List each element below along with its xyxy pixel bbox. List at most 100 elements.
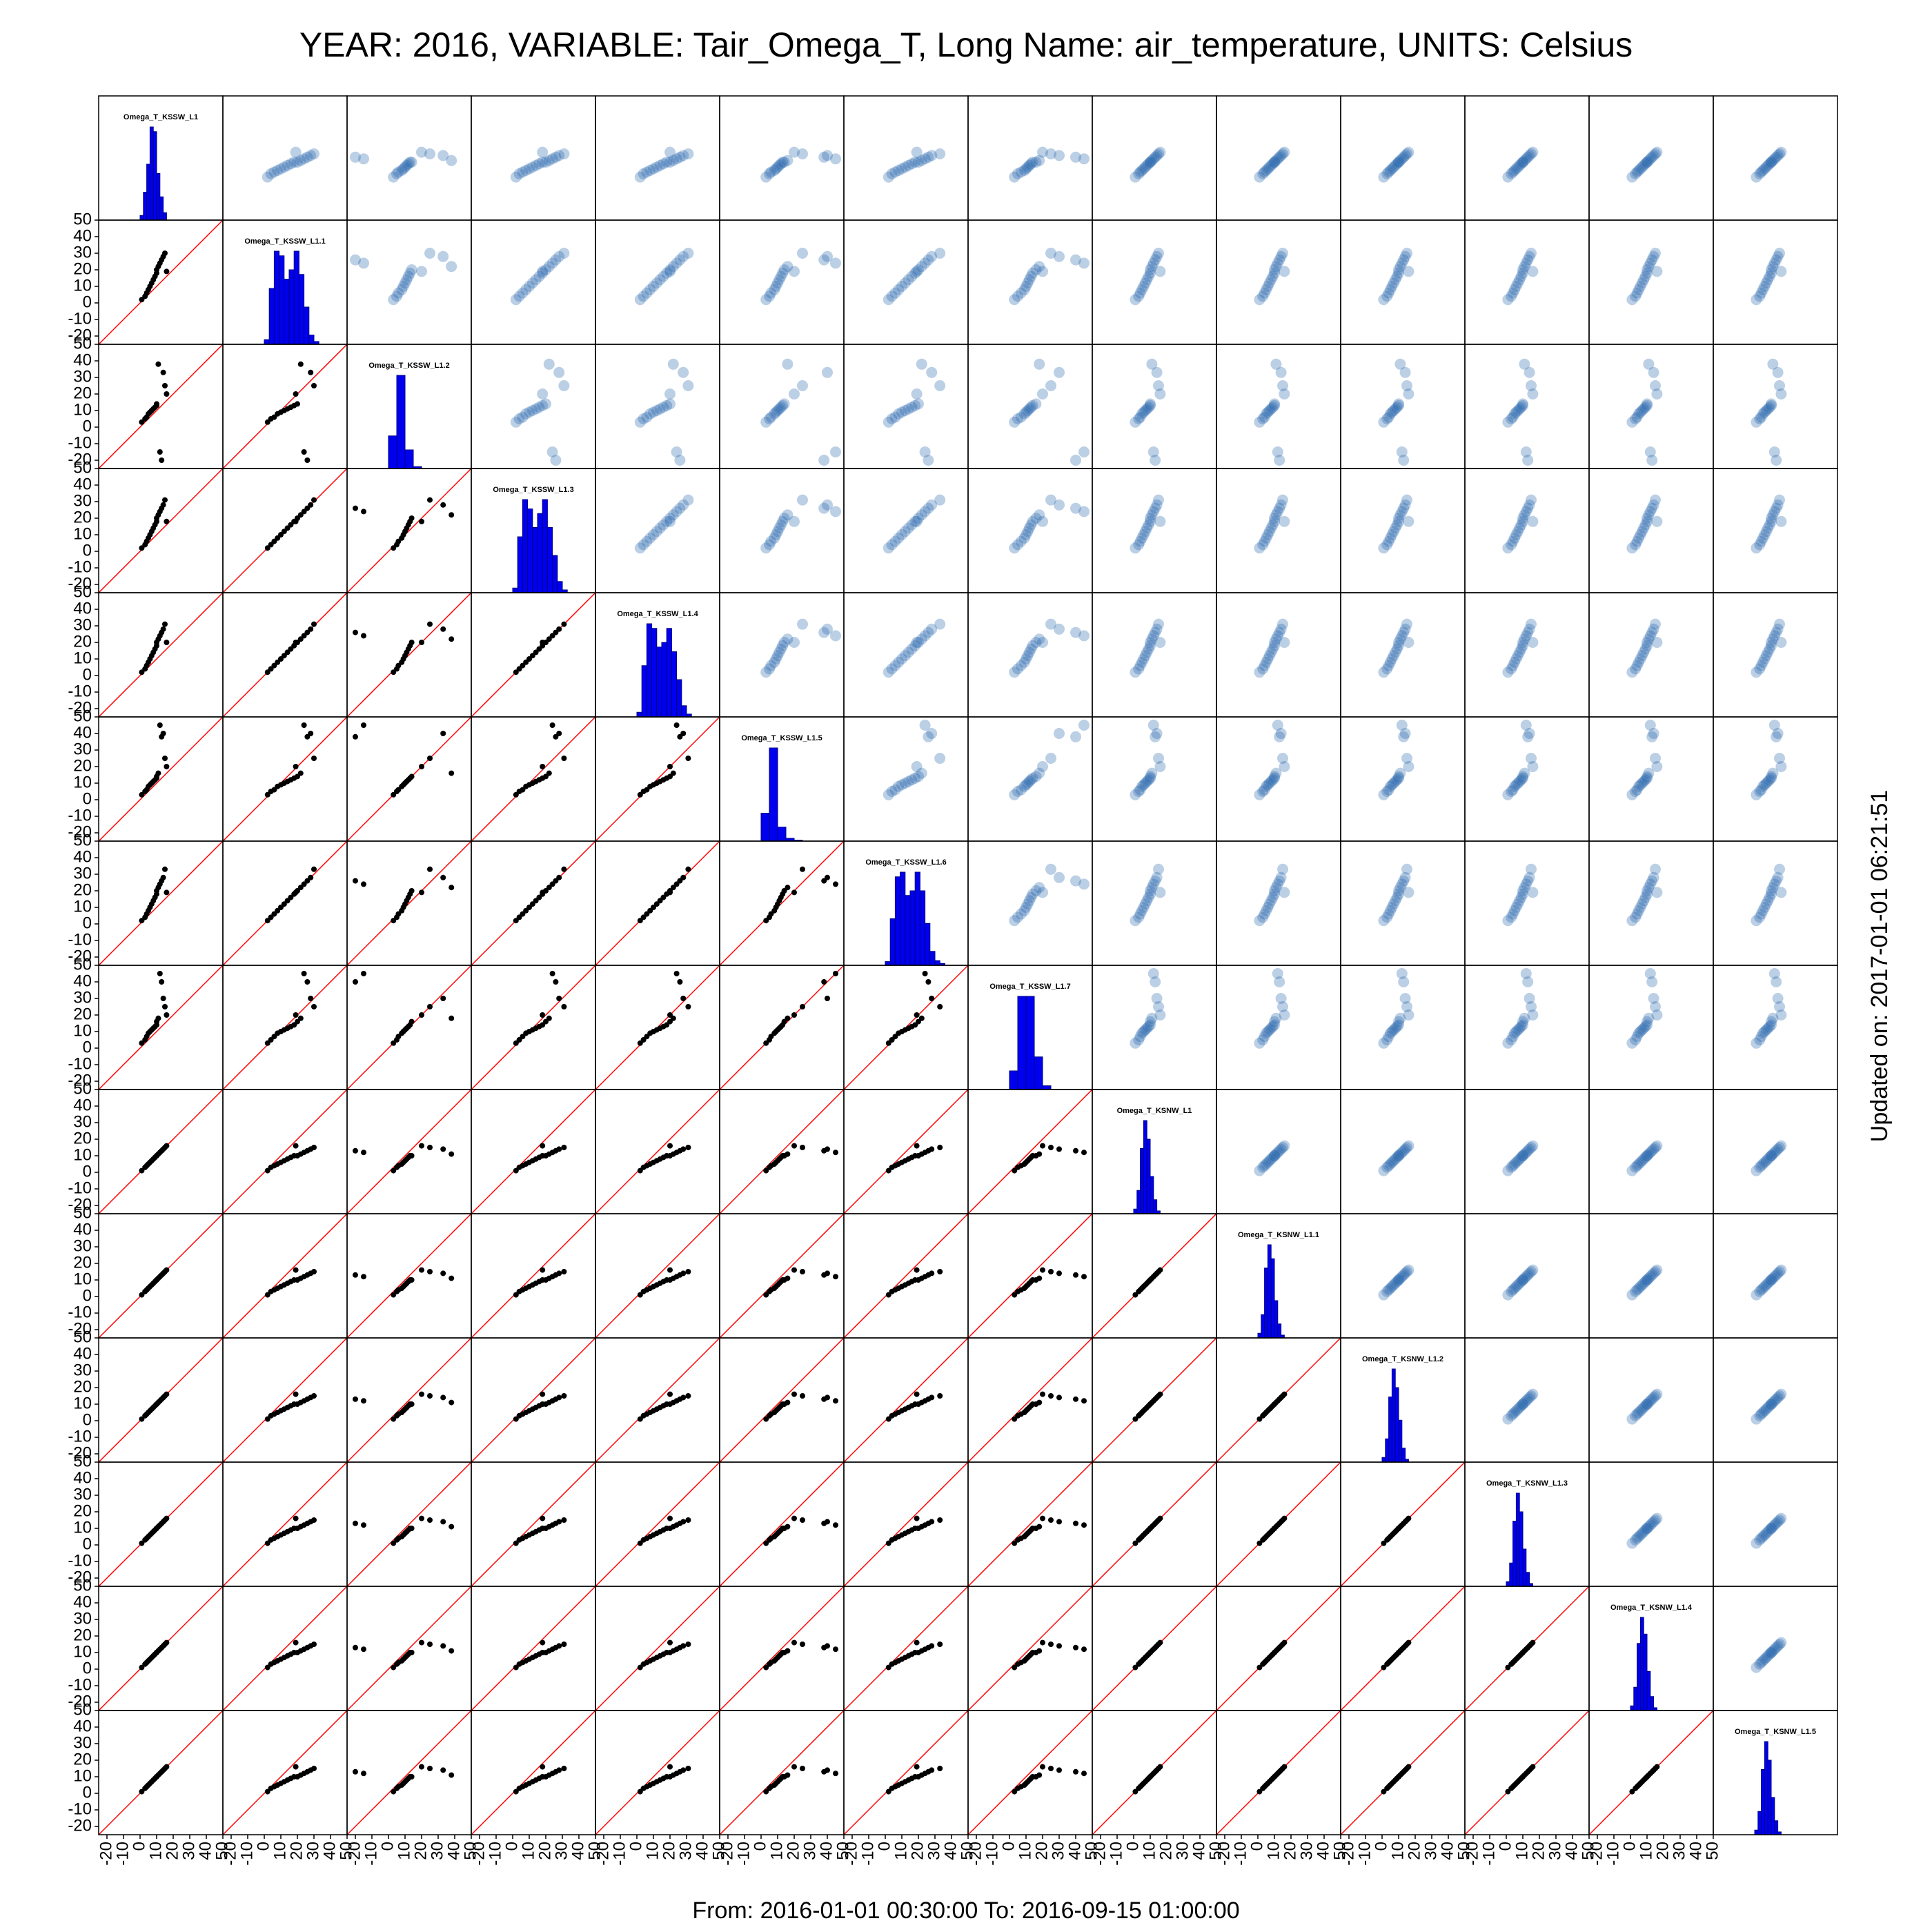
density-point <box>1755 1160 1767 1172</box>
scatter-point <box>164 1012 170 1018</box>
identity-line <box>595 717 720 841</box>
scatter-point <box>1036 1399 1043 1406</box>
panel <box>720 1586 844 1711</box>
density-point <box>1754 1285 1766 1297</box>
density-point <box>1526 753 1537 764</box>
scatter-point <box>1157 1391 1163 1397</box>
density-point <box>1018 408 1030 420</box>
density-point <box>1754 539 1766 551</box>
y-tick-label: -20 <box>68 450 92 469</box>
panel <box>99 1586 223 1711</box>
density-point <box>424 248 435 259</box>
hist-bar <box>925 923 931 965</box>
density-point <box>1385 408 1396 420</box>
density-point <box>903 522 914 534</box>
density-point <box>1078 446 1090 457</box>
density-point <box>770 406 782 418</box>
density-point <box>1078 630 1090 642</box>
density-point <box>1764 643 1775 655</box>
scatter-point <box>561 1145 567 1150</box>
density-point <box>1626 171 1638 183</box>
hist-bar <box>1025 996 1035 1090</box>
density-point <box>1037 146 1048 158</box>
density-point <box>1759 529 1771 540</box>
identity-line <box>968 1462 1092 1586</box>
x-tick-label: -20 <box>1587 1842 1606 1866</box>
density-point <box>773 403 785 415</box>
scatter-point <box>311 1517 317 1523</box>
y-tick-label: 40 <box>73 1468 92 1487</box>
density-point <box>404 157 416 168</box>
density-point <box>1510 163 1522 175</box>
density-point <box>1027 157 1038 168</box>
hist-bar <box>298 274 305 344</box>
density-point <box>1643 1521 1655 1532</box>
scatter-point <box>160 502 166 508</box>
panel <box>350 146 457 183</box>
panel <box>968 1214 1092 1338</box>
scatter-point <box>353 979 358 985</box>
scatter-point <box>680 1146 687 1152</box>
scatter-point <box>427 1393 433 1399</box>
density-point <box>1139 650 1151 662</box>
density-point <box>1638 647 1650 658</box>
density-point <box>1267 1152 1279 1163</box>
density-point <box>282 159 293 171</box>
density-point <box>1764 402 1775 413</box>
density-point <box>1757 284 1768 295</box>
x-tick-label: 10 <box>1016 1842 1034 1860</box>
density-point <box>769 284 780 295</box>
scatter-point <box>556 731 562 736</box>
density-point <box>1643 633 1655 645</box>
density-point <box>1515 891 1527 903</box>
density-point <box>1519 767 1530 779</box>
density-point <box>658 402 669 413</box>
density-point <box>1403 146 1414 158</box>
x-tick-label: 40 <box>1438 1842 1457 1860</box>
panel <box>634 146 694 183</box>
density-point <box>1510 529 1522 540</box>
panel <box>968 1338 1092 1462</box>
density-point <box>1771 731 1782 742</box>
density-point <box>1506 1410 1517 1421</box>
density-point <box>1133 663 1145 675</box>
density-point <box>1134 287 1146 299</box>
density-point <box>899 526 911 538</box>
scatter-point <box>408 1774 415 1780</box>
scatter-point <box>311 621 317 627</box>
scatter-point <box>785 1648 791 1654</box>
density-point <box>923 731 934 742</box>
scatter-point <box>540 1012 546 1018</box>
density-point <box>1130 1037 1141 1049</box>
density-point <box>1274 455 1285 466</box>
x-tick-label: -20 <box>1339 1842 1357 1866</box>
density-point <box>1145 1019 1156 1031</box>
density-point <box>1524 1143 1535 1155</box>
density-point <box>1766 1274 1777 1285</box>
panel <box>844 965 968 1090</box>
density-point <box>1507 660 1519 671</box>
x-tick-label: 40 <box>1562 1842 1581 1860</box>
density-point <box>1261 165 1272 176</box>
y-tick-label: -10 <box>68 1427 92 1446</box>
scatter-point <box>419 518 424 524</box>
density-point <box>305 150 317 161</box>
density-point <box>1270 509 1282 521</box>
x-tick-label: -20 <box>1463 1842 1481 1866</box>
density-point <box>1512 898 1524 910</box>
density-point <box>1506 290 1517 302</box>
panel <box>223 1462 347 1586</box>
panel <box>510 358 570 466</box>
density-point <box>769 165 780 176</box>
hist-bar <box>557 581 563 593</box>
density-point <box>934 248 946 259</box>
panel-frame <box>1216 468 1341 593</box>
x-tick-label: -20 <box>469 1842 488 1866</box>
density-point <box>1754 911 1766 923</box>
y-tick-label: -20 <box>68 947 92 965</box>
density-point <box>906 519 918 531</box>
density-point <box>1515 643 1527 655</box>
density-point <box>1764 1648 1775 1660</box>
density-point <box>1635 1529 1646 1541</box>
hist-bar <box>1034 1056 1043 1090</box>
